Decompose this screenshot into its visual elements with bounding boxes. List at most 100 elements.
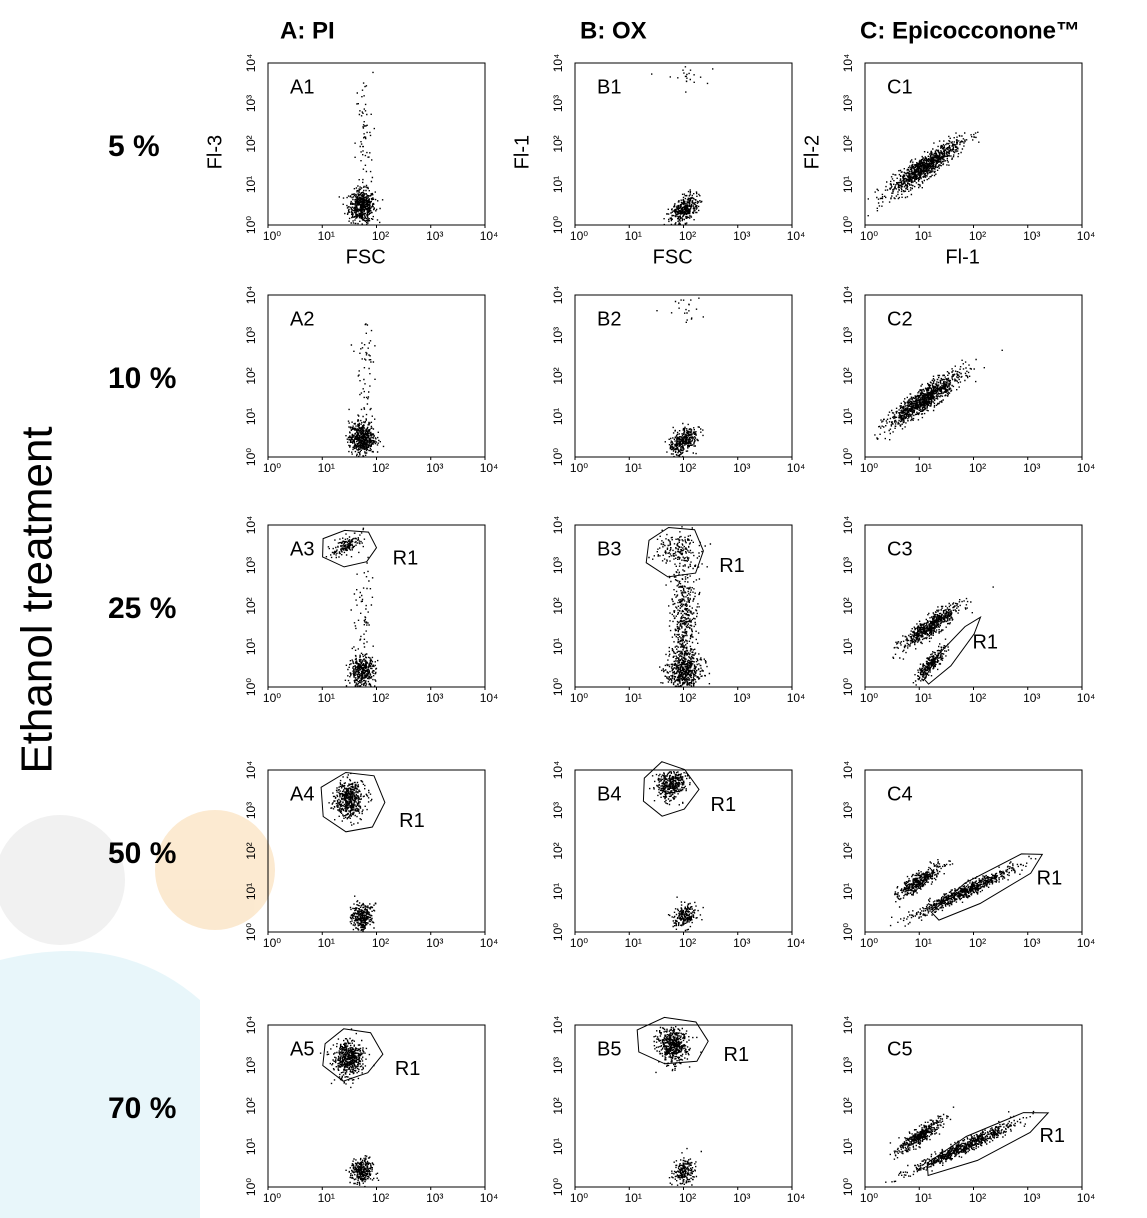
y-tick-label: 10⁴: [244, 54, 258, 73]
y-tick-label: 10⁴: [551, 54, 565, 73]
y-tick-label: 10³: [551, 1057, 565, 1074]
panel: 10⁰ 10⁰ 10¹ 10¹ 10² 10² 10³ 10³ 10⁴ 10⁴ B2: [551, 286, 805, 475]
dot-cloud: [874, 349, 1003, 441]
gate-label: R1: [1037, 868, 1063, 890]
y-tick-label: 10³: [551, 327, 565, 344]
row-label: 5 %: [108, 130, 160, 163]
y-tick-label: 10⁴: [841, 516, 855, 535]
y-tick-label: 10³: [244, 1057, 258, 1074]
y-tick-label: 10³: [841, 327, 855, 344]
y-tick-label: 10¹: [551, 176, 565, 193]
y-tick-label: 10¹: [841, 176, 855, 193]
x-tick-label: 10²: [969, 691, 986, 705]
dot-cloud: [345, 323, 385, 458]
panel-label: A4: [290, 783, 314, 805]
gate-label: R1: [1039, 1125, 1065, 1147]
y-axis-label: Fl-2: [801, 135, 823, 169]
panel-label: A1: [290, 76, 314, 98]
x-tick-label: 10²: [372, 936, 389, 950]
y-tick-label: 10⁴: [551, 1016, 565, 1035]
y-tick-label: 10³: [244, 557, 258, 574]
x-tick-label: 10⁰: [860, 936, 878, 950]
y-tick-label: 10⁰: [244, 923, 258, 941]
panel: 10⁰ 10⁰ 10¹ 10¹ 10² 10² 10³ 10³ 10⁴ 10⁴ B4 R1: [551, 761, 805, 950]
y-tick-label: 10¹: [244, 176, 258, 193]
x-tick-label: 10⁰: [263, 936, 281, 950]
row-label: 70 %: [108, 1092, 176, 1125]
x-tick-label: 10⁰: [263, 1191, 281, 1205]
panel: 10⁰ 10⁰ 10¹ 10¹ 10² 10² 10³ 10³ 10⁴ 10⁴ C1 Fl-1 Fl-2: [801, 54, 1095, 269]
x-tick-label: 10¹: [625, 229, 642, 243]
row-label: 25 %: [108, 592, 176, 625]
column-header: B: OX: [580, 17, 647, 44]
x-tick-label: 10¹: [318, 1191, 335, 1205]
panel-label: C3: [887, 538, 913, 560]
y-tick-label: 10²: [841, 597, 855, 614]
x-tick-label: 10²: [372, 1191, 389, 1205]
x-tick-label: 10¹: [318, 936, 335, 950]
x-tick-label: 10¹: [915, 461, 932, 475]
y-tick-label: 10³: [841, 1057, 855, 1074]
y-tick-label: 10³: [551, 95, 565, 112]
y-tick-label: 10⁴: [244, 761, 258, 780]
y-tick-label: 10²: [244, 597, 258, 614]
panel: 10⁰ 10⁰ 10¹ 10¹ 10² 10² 10³ 10³ 10⁴ 10⁴ C5 R1: [841, 1016, 1095, 1205]
y-tick-label: 10¹: [244, 883, 258, 900]
x-tick-label: 10¹: [915, 1191, 932, 1205]
x-tick-label: 10³: [426, 691, 443, 705]
x-tick-label: 10⁴: [1077, 936, 1096, 950]
y-tick-label: 10¹: [244, 408, 258, 425]
x-tick-label: 10⁴: [480, 461, 499, 475]
x-tick-label: 10⁴: [1077, 229, 1096, 243]
y-tick-label: 10⁴: [551, 286, 565, 305]
x-tick-label: 10³: [1023, 1191, 1040, 1205]
x-tick-label: 10⁰: [570, 1191, 588, 1205]
gate-region: [926, 1112, 1050, 1177]
y-tick-label: 10⁰: [551, 923, 565, 941]
x-tick-label: 10²: [969, 461, 986, 475]
x-tick-label: 10³: [426, 1191, 443, 1205]
dot-cloud: [319, 1028, 380, 1188]
y-tick-label: 10⁴: [841, 1016, 855, 1035]
x-tick-label: 10³: [733, 1191, 750, 1205]
y-tick-label: 10¹: [841, 1138, 855, 1155]
x-tick-label: 10⁰: [570, 691, 588, 705]
x-tick-label: 10³: [426, 229, 443, 243]
y-tick-label: 10⁰: [244, 678, 258, 696]
gate-label: R1: [719, 555, 745, 577]
column-header: C: Epicocconone™: [860, 17, 1080, 44]
x-tick-label: 10⁰: [860, 461, 878, 475]
y-tick-label: 10¹: [244, 1138, 258, 1155]
x-tick-label: 10⁴: [480, 1191, 499, 1205]
column-header: A: PI: [280, 17, 335, 44]
x-tick-label: 10⁴: [787, 691, 806, 705]
x-tick-label: 10⁰: [263, 461, 281, 475]
x-tick-label: 10³: [426, 461, 443, 475]
y-axis-label: Fl-1: [511, 135, 533, 169]
y-tick-label: 10³: [551, 802, 565, 819]
panel-label: C2: [887, 308, 913, 330]
x-tick-label: 10⁴: [1077, 461, 1096, 475]
row-label: 50 %: [108, 837, 176, 870]
dot-cloud: [892, 586, 994, 686]
gate-label: R1: [395, 1058, 421, 1080]
y-tick-label: 10⁰: [841, 923, 855, 941]
x-tick-label: 10²: [679, 461, 696, 475]
x-tick-label: 10²: [372, 691, 389, 705]
y-tick-label: 10¹: [841, 638, 855, 655]
x-tick-label: 10⁰: [263, 229, 281, 243]
dot-cloud: [648, 526, 712, 688]
x-tick-label: 10²: [969, 936, 986, 950]
x-tick-label: 10³: [1023, 229, 1040, 243]
y-tick-label: 10²: [841, 842, 855, 859]
x-tick-label: 10¹: [625, 461, 642, 475]
gate-region: [645, 526, 704, 578]
figure-y-title: Ethanol treatment: [13, 426, 62, 773]
x-tick-label: 10³: [733, 461, 750, 475]
x-tick-label: 10¹: [625, 1191, 642, 1205]
panel: 10⁰ 10⁰ 10¹ 10¹ 10² 10² 10³ 10³ 10⁴ 10⁴ B3 R1: [551, 516, 805, 705]
x-tick-label: 10⁰: [860, 1191, 878, 1205]
y-tick-label: 10²: [841, 1097, 855, 1114]
x-tick-label: 10⁴: [480, 691, 499, 705]
x-tick-label: 10¹: [318, 691, 335, 705]
